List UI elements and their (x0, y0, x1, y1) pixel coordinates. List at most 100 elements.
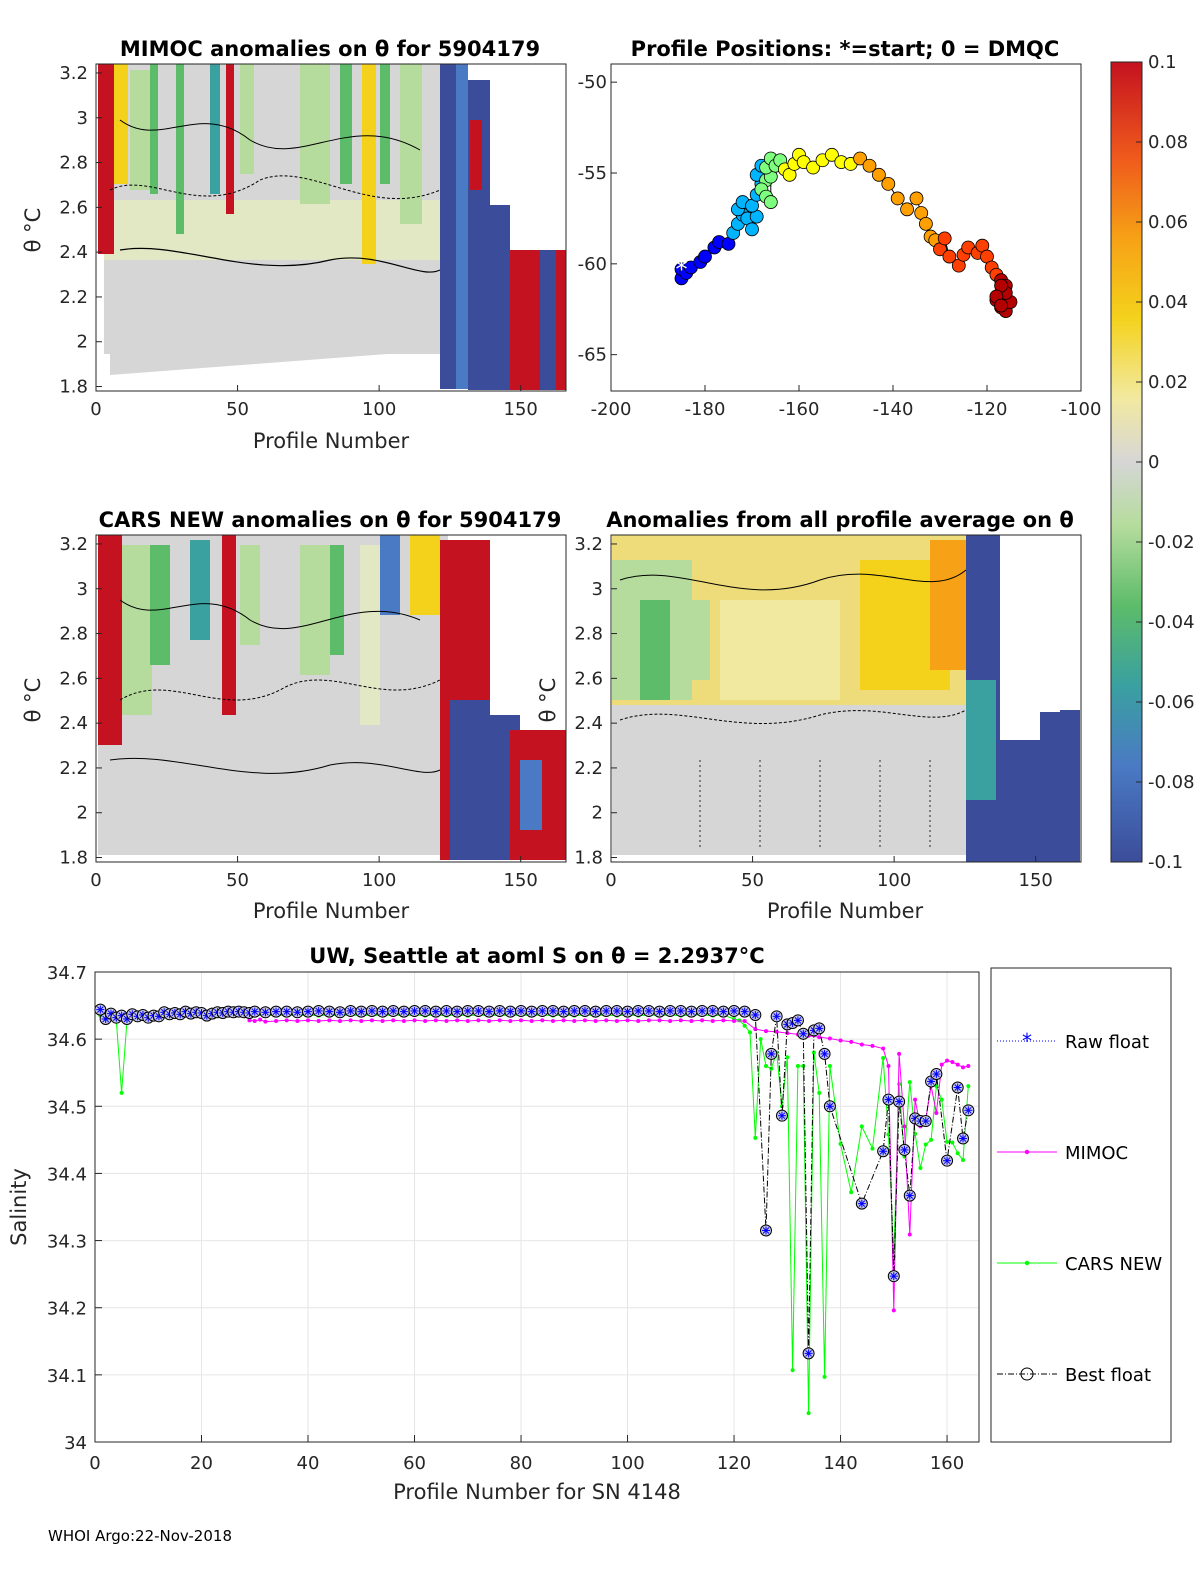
point-best-float (461, 1004, 474, 1017)
point-mimoc (593, 1019, 598, 1024)
position-point (919, 216, 933, 231)
positions-xtick-label: -100 (1061, 399, 1102, 420)
point-best-float (302, 1005, 315, 1018)
point-mimoc (614, 1019, 619, 1024)
mimoc-title: MIMOC anomalies on θ for 5904179 (120, 37, 540, 61)
allavg-axes: 0 50 100 150 1.8 2 2.2 2.4 2.6 2.8 3 3.2 (574, 534, 1053, 891)
point-cars-new (950, 1140, 955, 1145)
point-mimoc (306, 1018, 311, 1023)
colorbar-tick-label: 0.06 (1148, 212, 1188, 233)
salinity-ytick-label: 34.3 (47, 1232, 87, 1253)
salinity-ytick-label: 34.2 (47, 1299, 87, 1320)
allavg-xtick-label: 150 (1019, 870, 1053, 891)
point-mimoc (657, 1018, 662, 1023)
dot-marker-icon (1024, 1260, 1030, 1266)
point-mimoc (966, 1064, 971, 1068)
point-best-float (504, 1005, 517, 1018)
point-best-float (397, 1005, 410, 1018)
point-mimoc (902, 1124, 907, 1129)
salinity-xtick-label: 40 (297, 1453, 320, 1474)
point-best-float (355, 1005, 368, 1018)
allavg-xlabel: Profile Number (767, 899, 924, 923)
point-mimoc (433, 1018, 438, 1023)
mimoc-axes: 0 50 100 150 1.8 2 2.2 2.4 2.6 2.8 3 3.2 (59, 63, 538, 420)
point-cars-new (753, 1135, 758, 1140)
point-cars-new (795, 1064, 800, 1068)
point-best-float (248, 1005, 261, 1018)
point-best-float (589, 1005, 602, 1018)
asterisk-marker-icon: * (1022, 1029, 1032, 1053)
point-best-float (483, 1005, 496, 1018)
salinity-axes: 0 20 40 60 80 100 120 140 160 34 34.1 34.2 34.3 34.4 3… (47, 963, 964, 1474)
salinity-panel: UW, Seattle at aoml S on θ = 2.2937°C 0 2… (7, 944, 1172, 1504)
point-cars-new (838, 1141, 843, 1146)
point-mimoc (827, 1036, 832, 1041)
point-mimoc (423, 1019, 428, 1024)
position-point (909, 191, 924, 206)
point-best-float (365, 1004, 378, 1017)
point-best-float (632, 1004, 645, 1017)
point-cars-new (870, 1146, 875, 1151)
point-best-float (642, 1004, 655, 1017)
point-mimoc (955, 1062, 960, 1067)
point-mimoc (497, 1018, 502, 1023)
point-best-float (323, 1005, 336, 1018)
cars-title: CARS NEW anomalies on θ for 5904179 (99, 508, 562, 532)
point-mimoc (359, 1019, 364, 1024)
point-cars-new (945, 1139, 950, 1144)
cars-xtick-label: 50 (226, 870, 249, 891)
position-point (942, 249, 957, 264)
position-point (900, 202, 914, 217)
salinity-xtick-label: 0 (89, 1453, 100, 1474)
point-mimoc (572, 1019, 577, 1024)
colorbar-tick-label: -0.08 (1148, 772, 1195, 793)
point-best-float (451, 1005, 464, 1018)
point-cars-new (806, 1411, 811, 1416)
cars-ytick-label: 2.4 (59, 713, 88, 734)
point-mimoc (284, 1018, 289, 1023)
point-mimoc (380, 1019, 385, 1024)
point-mimoc (348, 1018, 353, 1023)
positions-ytick-label: -65 (578, 345, 607, 366)
point-cars-new (790, 1368, 795, 1373)
salinity-ytick-label: 34 (64, 1433, 87, 1454)
point-best-float (568, 1004, 581, 1017)
point-mimoc (252, 1019, 257, 1024)
point-best-float (813, 1022, 826, 1035)
point-mimoc (721, 1018, 726, 1023)
point-best-float (94, 1003, 107, 1016)
legend-raw: * Raw float (997, 1029, 1149, 1053)
point-mimoc (907, 1232, 912, 1237)
point-mimoc (476, 1018, 481, 1023)
point-mimoc (412, 1018, 417, 1023)
positions-panel: Profile Positions: *=start; 0 = DMQC -20… (578, 37, 1102, 420)
salinity-xtick-label: 60 (403, 1453, 426, 1474)
salinity-xtick-label: 120 (717, 1453, 751, 1474)
colorbar-tick-label: 0.1 (1148, 52, 1177, 73)
mimoc-ytick-label: 3 (77, 108, 88, 129)
point-best-float (728, 1004, 741, 1017)
point-mimoc (710, 1019, 715, 1024)
point-best-float (855, 1197, 868, 1210)
positions-axes: -200 -180 -160 -140 -120 -100 -50 -55 -60 -65 (578, 72, 1102, 420)
point-best-float (472, 1004, 485, 1017)
point-mimoc (646, 1018, 651, 1023)
positions-ytick-label: -60 (578, 254, 607, 275)
point-cars-new (811, 1050, 816, 1055)
point-mimoc (247, 1018, 252, 1023)
legend-mimoc-label: MIMOC (1065, 1143, 1128, 1164)
colorbar-tick-label: 0.04 (1148, 292, 1188, 313)
mimoc-xtick-label: 50 (226, 399, 249, 420)
mimoc-heatmap (98, 64, 566, 390)
point-best-float (674, 1004, 687, 1017)
point-cars-new (827, 1064, 832, 1068)
point-best-float (717, 1005, 730, 1018)
point-best-float (664, 1004, 677, 1017)
dot-marker-icon (1024, 1149, 1030, 1155)
point-best-float (270, 1005, 283, 1018)
legend-cars-label: CARS NEW (1065, 1254, 1162, 1275)
cars-xlabel: Profile Number (253, 899, 410, 923)
positions-xtick-label: -140 (873, 399, 914, 420)
point-cars-new (763, 1064, 768, 1068)
allavg-ytick-label: 2.8 (574, 624, 603, 645)
